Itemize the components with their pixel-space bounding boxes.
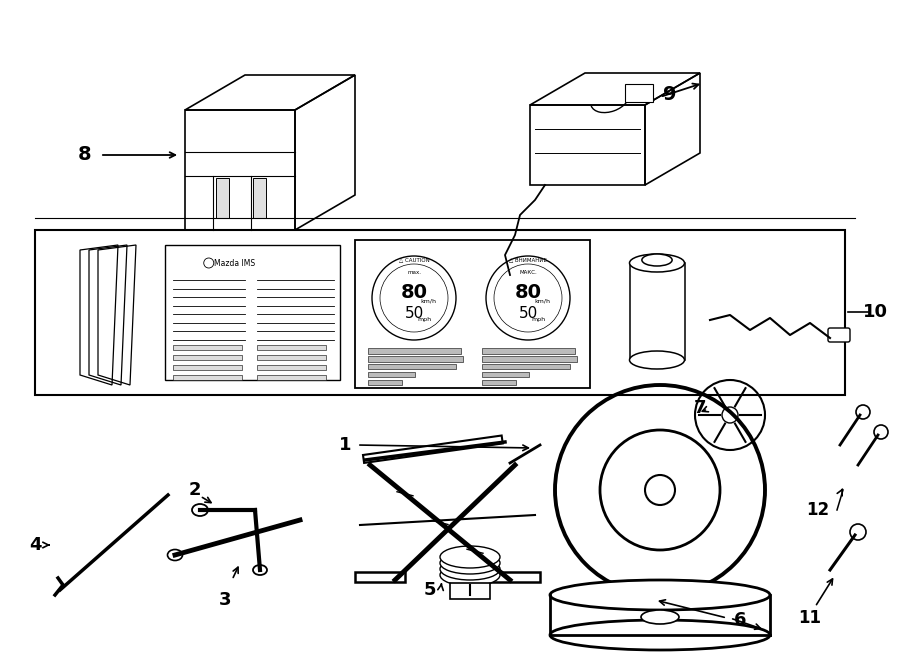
Bar	[482, 372, 529, 377]
Bar	[173, 375, 242, 380]
FancyBboxPatch shape	[828, 328, 850, 342]
Text: 2: 2	[189, 481, 202, 499]
Ellipse shape	[440, 564, 500, 586]
Ellipse shape	[550, 620, 770, 650]
Bar	[165, 245, 340, 380]
FancyBboxPatch shape	[630, 263, 685, 360]
Bar	[368, 356, 463, 362]
Text: △ CAUTION: △ CAUTION	[399, 258, 429, 262]
Text: 50: 50	[404, 307, 424, 321]
FancyBboxPatch shape	[489, 271, 523, 289]
Text: Mazda IMS: Mazda IMS	[214, 258, 256, 268]
Bar	[450, 583, 490, 599]
Text: △ ВНИМАНИЕ: △ ВНИМАНИЕ	[509, 258, 547, 262]
Bar	[173, 365, 242, 370]
Bar	[482, 380, 516, 385]
Bar	[482, 356, 577, 362]
Bar	[253, 178, 266, 218]
Bar	[368, 380, 402, 385]
Text: 4: 4	[29, 536, 41, 554]
Bar	[257, 355, 326, 360]
Bar	[363, 436, 503, 463]
Ellipse shape	[440, 552, 500, 574]
Text: 3: 3	[219, 591, 231, 609]
Ellipse shape	[440, 558, 500, 580]
Text: 12: 12	[806, 501, 830, 519]
FancyBboxPatch shape	[35, 230, 845, 395]
Text: 7: 7	[694, 399, 706, 417]
Text: 80: 80	[400, 284, 428, 303]
Text: mph: mph	[531, 317, 545, 323]
Text: max.: max.	[407, 270, 421, 274]
Bar	[368, 364, 456, 369]
Bar	[257, 375, 326, 380]
Ellipse shape	[192, 504, 208, 516]
Text: km/h: km/h	[534, 299, 550, 303]
Text: 5: 5	[424, 581, 436, 599]
Ellipse shape	[440, 546, 500, 568]
Text: 50: 50	[518, 307, 537, 321]
Bar	[625, 84, 653, 102]
Text: 8: 8	[78, 145, 92, 165]
Ellipse shape	[253, 565, 267, 575]
Bar	[257, 365, 326, 370]
Text: 1: 1	[338, 436, 351, 454]
Bar	[368, 348, 461, 354]
Text: 80: 80	[515, 284, 542, 303]
Text: МАКС.: МАКС.	[519, 270, 537, 274]
Text: km/h: km/h	[420, 299, 436, 303]
Text: 10: 10	[862, 303, 887, 321]
Ellipse shape	[550, 580, 770, 610]
Text: mph: mph	[417, 317, 431, 323]
Bar	[368, 372, 415, 377]
Ellipse shape	[167, 549, 183, 561]
Bar	[173, 345, 242, 350]
Bar	[355, 572, 405, 582]
Ellipse shape	[641, 610, 679, 624]
Ellipse shape	[642, 254, 672, 266]
Bar	[216, 178, 229, 218]
Text: 11: 11	[798, 609, 822, 627]
Ellipse shape	[629, 351, 685, 369]
Bar	[482, 364, 570, 369]
Bar	[490, 572, 540, 582]
Text: 9: 9	[663, 85, 677, 104]
Ellipse shape	[629, 254, 685, 272]
Bar	[257, 345, 326, 350]
Bar	[355, 240, 590, 388]
Bar	[482, 348, 575, 354]
Text: 6: 6	[734, 611, 746, 629]
Bar	[173, 355, 242, 360]
